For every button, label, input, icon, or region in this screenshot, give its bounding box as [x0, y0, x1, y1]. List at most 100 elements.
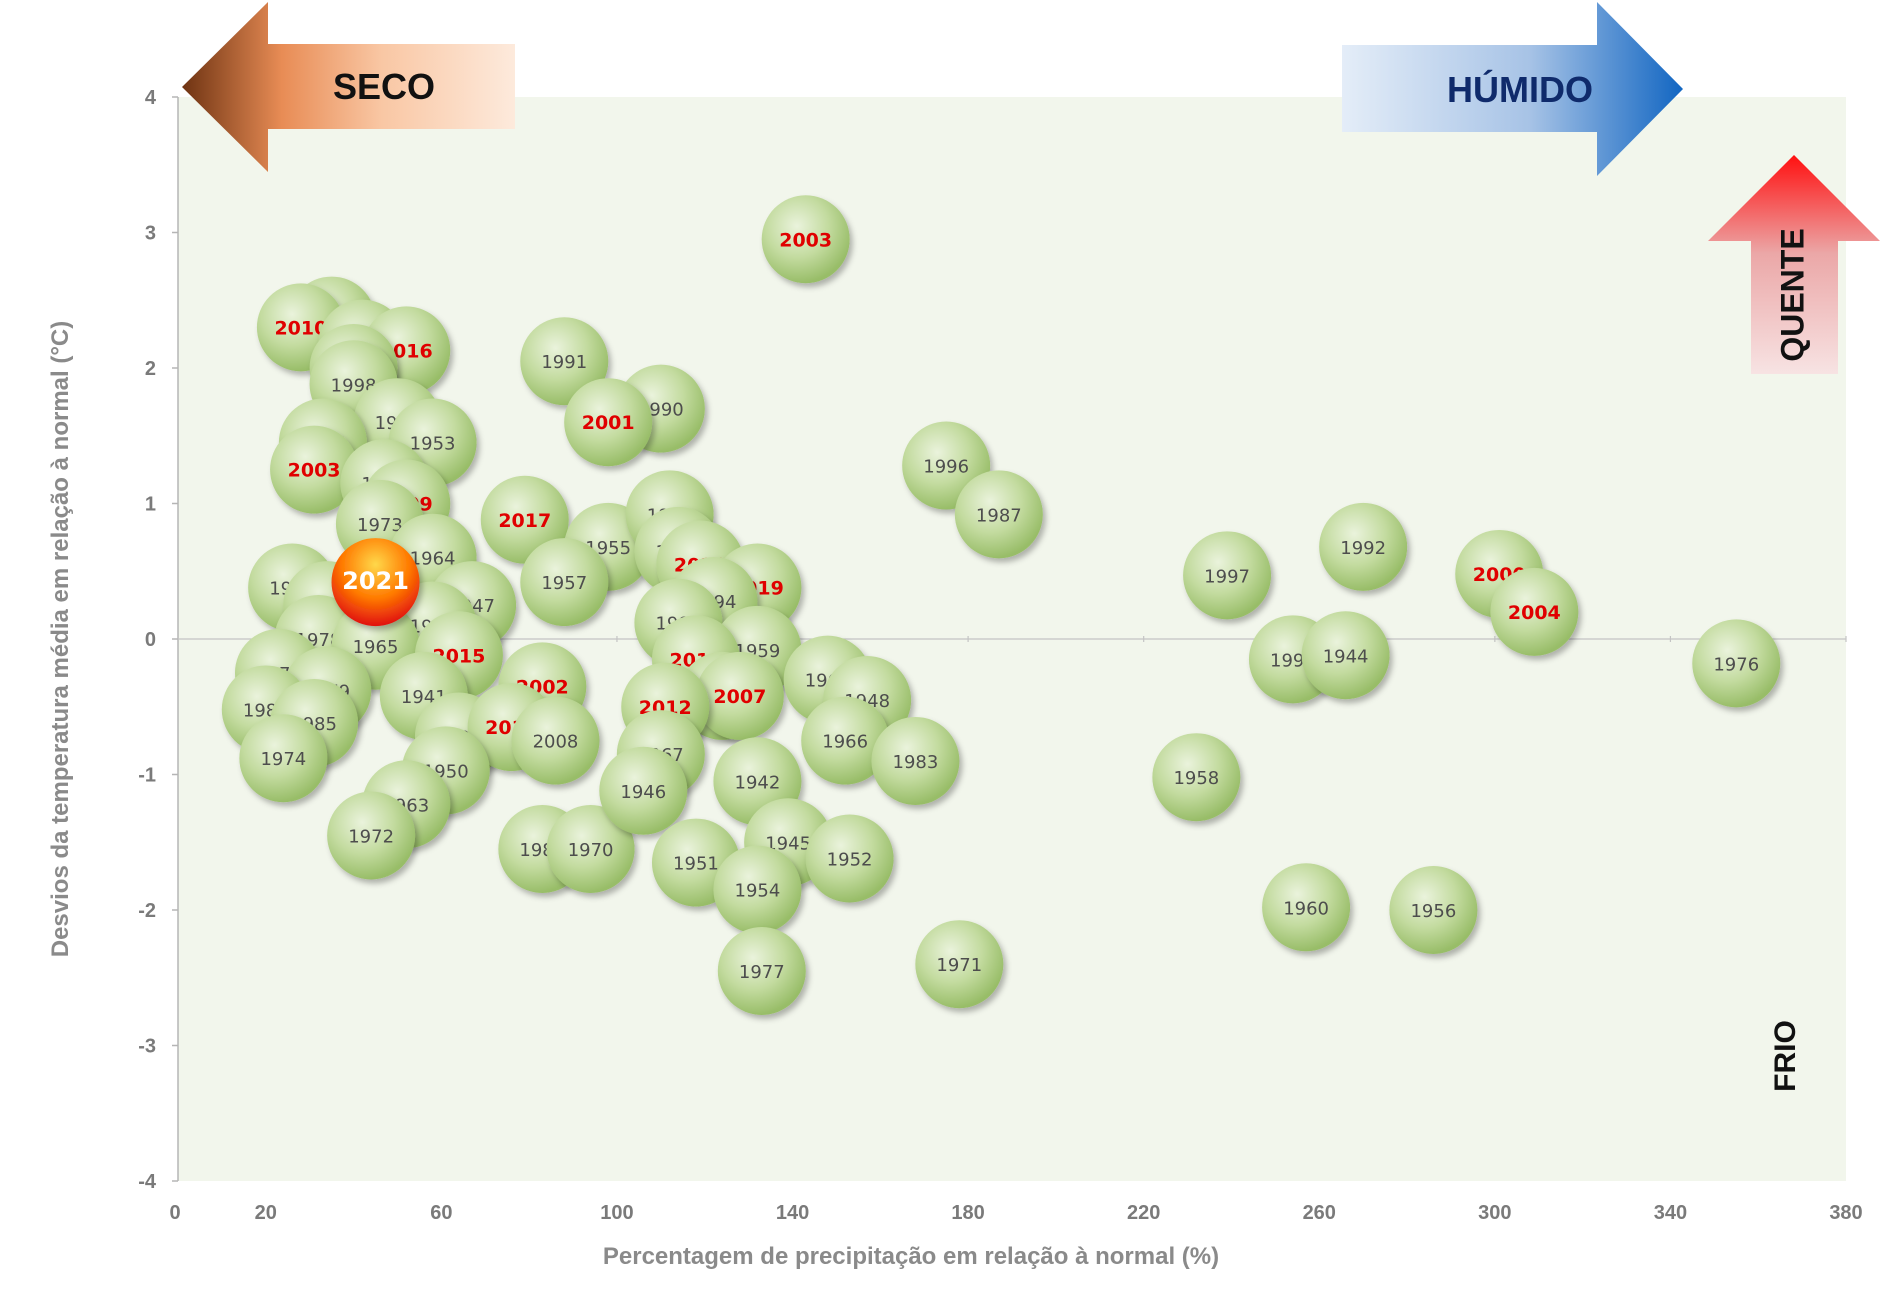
bubble-label: 1974	[260, 749, 306, 770]
bubble-label: 2021	[342, 567, 409, 595]
bubble-marker	[713, 845, 802, 934]
bubble-label: 1944	[1323, 646, 1369, 667]
bubble-marker	[871, 716, 960, 805]
bubble-label: 2003	[288, 460, 341, 482]
bubble-marker	[1183, 531, 1272, 620]
bubble-label: 1977	[739, 962, 785, 983]
bubble-label: 2008	[533, 732, 579, 753]
bubble-1972: 1972	[327, 791, 416, 880]
bubbles: 1939201020052016201819981961195319952003…	[221, 195, 1781, 1015]
y-axis-title: Desvios da temperatura média em relação …	[47, 321, 74, 958]
dry-arrow: SECO	[182, 2, 515, 172]
bubble-label: 1983	[893, 752, 939, 773]
bubble-label: 1991	[541, 352, 587, 373]
bubble-2007: 2007	[695, 651, 784, 740]
bubble-2004: 2004	[1490, 567, 1579, 656]
bubble-1997: 1997	[1183, 531, 1272, 620]
bubble-label: 2017	[498, 510, 551, 532]
bubble-marker	[327, 791, 416, 880]
x-tick-label: 260	[1303, 1202, 1336, 1224]
x-tick-label: 180	[951, 1202, 984, 1224]
bubble-marker	[270, 425, 359, 514]
y-tick-label: 3	[145, 223, 156, 245]
bubble-label: 1966	[822, 732, 868, 753]
bubble-1970: 1970	[546, 805, 635, 894]
bubble-label: 1992	[1340, 538, 1386, 559]
bubble-1971: 1971	[915, 920, 1004, 1009]
bubble-marker	[695, 651, 784, 740]
bubble-marker	[761, 195, 850, 284]
y-tick-label: 1	[145, 494, 156, 516]
bubble-marker	[801, 696, 890, 785]
x-tick-label: 20	[255, 1202, 277, 1224]
bubble-label: 1965	[353, 637, 399, 658]
bubble-marker	[1389, 866, 1478, 954]
bubble-marker	[239, 714, 328, 803]
bubble-marker	[1490, 567, 1579, 656]
x-tick-label: 340	[1654, 1202, 1687, 1224]
bubble-label: 1987	[976, 505, 1022, 526]
bubble-label: 1946	[620, 782, 666, 803]
hot-arrow: QUENTE	[1708, 155, 1880, 374]
x-tick-label: 60	[430, 1202, 452, 1224]
x-tick-label: 380	[1829, 1202, 1862, 1224]
bubble-1992: 1992	[1319, 502, 1408, 591]
bubble-marker	[331, 538, 420, 627]
bubble-label: 1958	[1173, 768, 1219, 789]
bubble-1954: 1954	[713, 845, 802, 934]
bubble-label: 2010	[274, 317, 327, 339]
bubble-label: 1972	[348, 826, 394, 847]
bubble-marker	[805, 814, 894, 903]
bubble-marker	[954, 470, 1043, 559]
bubble-marker	[1152, 733, 1241, 822]
bubble-1944: 1944	[1301, 611, 1390, 700]
bubble-label: 1973	[357, 515, 403, 536]
cold-label: FRIO	[1769, 1020, 1802, 1092]
wet-arrow: HÚMIDO	[1342, 2, 1683, 176]
bubble-marker	[520, 538, 609, 627]
bubble-1960: 1960	[1262, 863, 1351, 952]
bubble-marker	[1301, 611, 1390, 700]
bubble-label: 1998	[331, 375, 377, 396]
axes: 4 3 2 1 0 -1 -2 -3 -4 0 20 60 100 140 180 220 260 300 340 3…	[138, 87, 1862, 1224]
bubble-1957: 1957	[520, 538, 609, 627]
y-tick-label: 0	[145, 629, 156, 651]
dry-label: SECO	[333, 66, 435, 107]
bubble-2008: 2008	[511, 696, 600, 785]
y-tick-label: -1	[138, 765, 156, 787]
y-tick-label: 2	[145, 358, 156, 380]
bubble-1976: 1976	[1692, 619, 1781, 708]
bubble-label: 1945	[765, 833, 811, 854]
bubble-marker	[1262, 863, 1351, 952]
x-tick-label: 0	[169, 1202, 180, 1224]
hot-label: QUENTE	[1774, 228, 1810, 361]
x-tick-label: 140	[776, 1202, 809, 1224]
y-tick-label: 4	[145, 87, 157, 109]
bubble-label: 2004	[1508, 602, 1561, 624]
bubble-marker	[564, 378, 653, 467]
bubble-label: 1956	[1410, 901, 1456, 922]
bubble-label: 1997	[1204, 566, 1250, 587]
x-tick-label: 100	[600, 1202, 633, 1224]
bubble-1991: 1991	[520, 317, 609, 406]
x-tick-label: 220	[1127, 1202, 1160, 1224]
bubble-1958: 1958	[1152, 733, 1241, 822]
bubble-marker	[1692, 619, 1781, 708]
bubble-label: 1954	[735, 881, 781, 902]
bubble-marker	[915, 920, 1004, 1009]
bubble-1956: 1956	[1389, 866, 1478, 954]
bubble-1966: 1966	[801, 696, 890, 785]
bubble-label: 1964	[410, 549, 456, 570]
bubble-label: 1953	[410, 434, 456, 455]
bubble-label: 2003	[779, 229, 832, 251]
bubble-1977: 1977	[717, 926, 806, 1015]
bubble-1946: 1946	[599, 746, 688, 835]
bubble-marker	[717, 926, 806, 1015]
bubble-marker	[599, 746, 688, 835]
bubble-2003: 2003	[761, 195, 850, 284]
bubble-label: 1960	[1283, 898, 1329, 919]
x-tick-label: 300	[1478, 1202, 1511, 1224]
bubble-label: 1942	[735, 772, 781, 793]
wet-label: HÚMIDO	[1447, 68, 1593, 110]
bubble-1987: 1987	[954, 470, 1043, 559]
